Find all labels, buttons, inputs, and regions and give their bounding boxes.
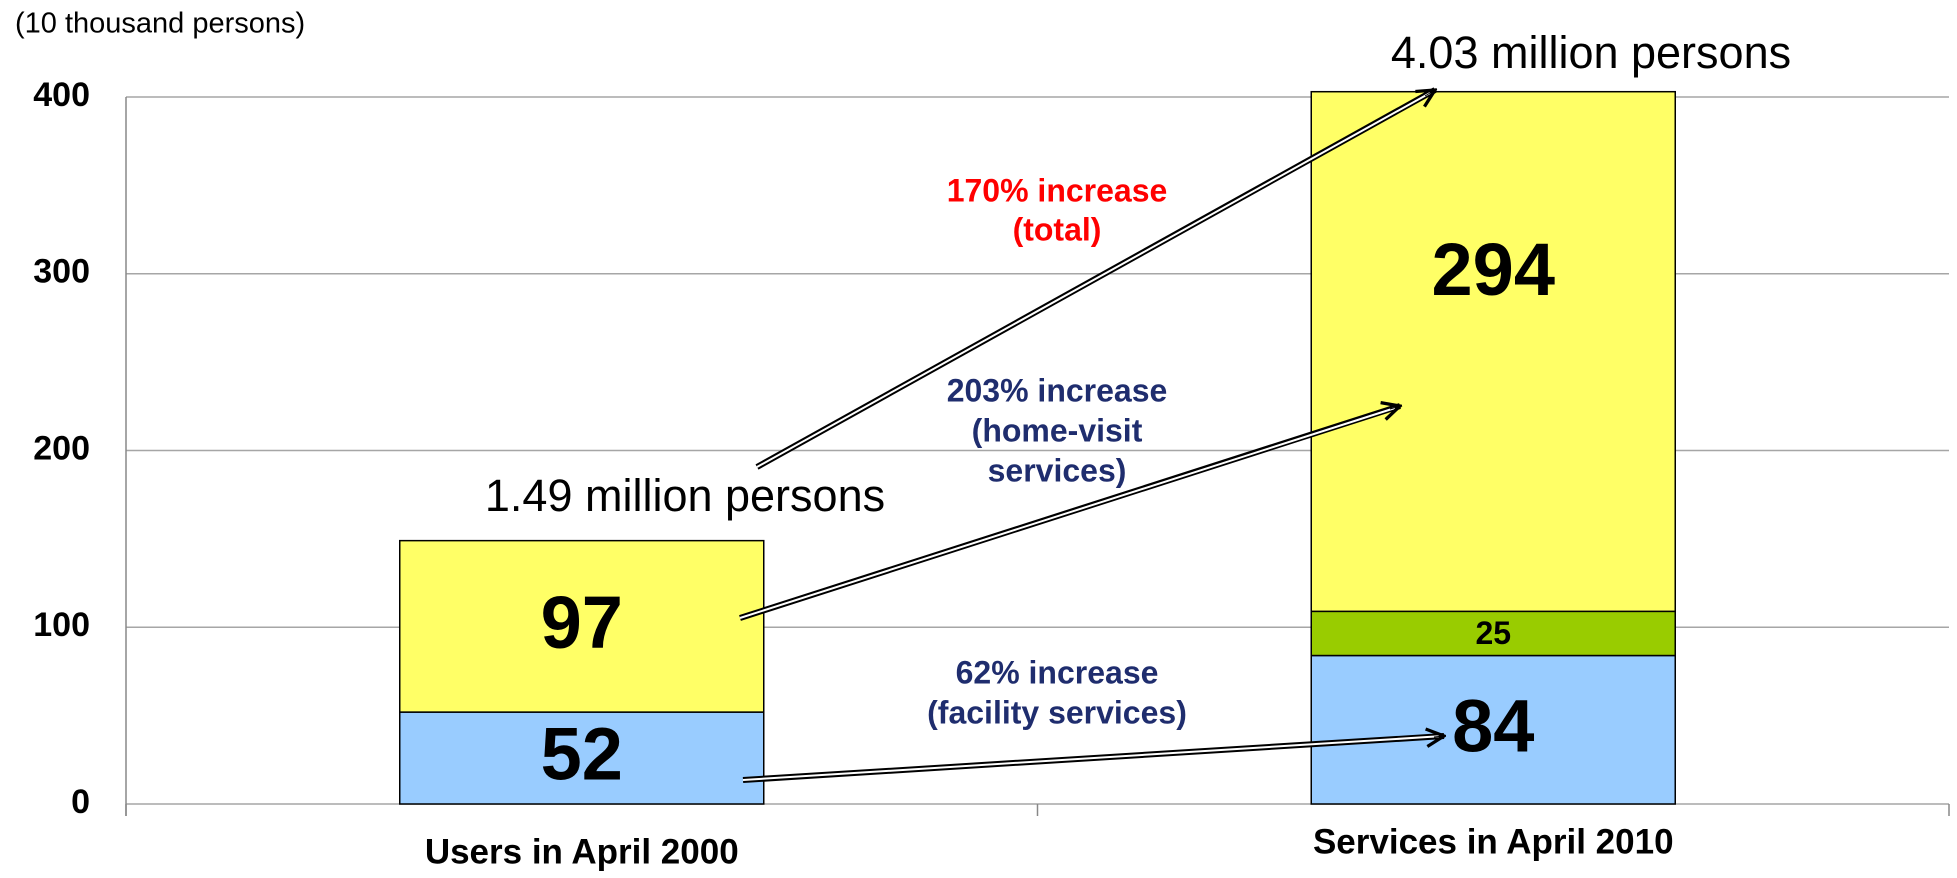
annotation: (total) (1013, 211, 1102, 247)
bar-segment (1310, 654, 1676, 805)
bar-segment (399, 539, 765, 713)
annotation: (facility services) (927, 694, 1187, 730)
x-tick-label: Services in April 2010 (1313, 822, 1674, 861)
y-tick-label: 200 (33, 429, 90, 467)
annotation: (home-visit (972, 412, 1143, 448)
y-tick-label: 400 (33, 76, 90, 114)
value-label: 84 (1452, 684, 1534, 767)
bar-segment (1310, 90, 1676, 613)
labels: 0 100 200 300 400 Users in April 2000 52 97 Serv… (33, 27, 1791, 871)
value-label: 52 (541, 713, 623, 796)
y-tick-label: 100 (33, 606, 90, 644)
arrowhead (1425, 90, 1435, 96)
y-tick-label: 300 (33, 253, 90, 291)
bar-segment (1310, 610, 1676, 657)
arrow (742, 735, 1440, 781)
bars (399, 90, 1676, 805)
annotation: 62% increase (956, 654, 1159, 690)
arrow (739, 407, 1396, 619)
annotation: services) (988, 452, 1127, 488)
arrowhead (1390, 406, 1400, 409)
annotation: 203% increase (947, 372, 1168, 408)
arrowhead (1434, 736, 1444, 737)
arrows (739, 87, 1444, 783)
value-label: 25 (1475, 615, 1511, 651)
annotation: 170% increase (947, 172, 1168, 208)
y-tick-label: 0 (71, 783, 90, 821)
bar-segment (399, 711, 765, 805)
arrow (756, 92, 1431, 468)
annotation: 1.49 million persons (485, 470, 885, 521)
annotation: 4.03 million persons (1391, 27, 1791, 78)
value-label: 294 (1432, 228, 1555, 311)
y-axis-label: (10 thousand persons) (15, 8, 305, 40)
value-label: 97 (541, 581, 623, 664)
x-tick-label: Users in April 2000 (425, 832, 739, 871)
